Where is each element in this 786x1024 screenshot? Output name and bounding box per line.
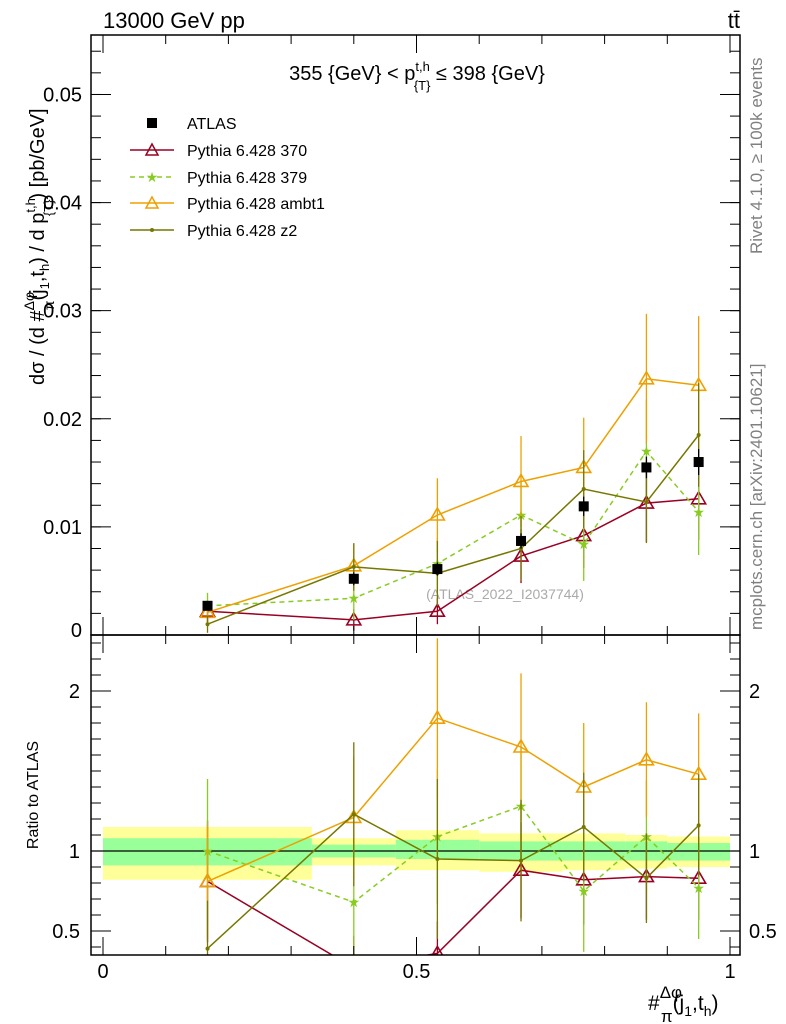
ratio-frame (90, 634, 741, 956)
rivet-version-label: Rivet 4.1.0, ≥ 100k events (747, 58, 766, 254)
chart-title: 355 {GeV} < pt,h {T} ≤ 398 {GeV} (289, 59, 545, 93)
ratio-y-axis-label: Ratio to ATLAS (25, 741, 42, 849)
ratio-marker: ★ (692, 881, 705, 897)
series-marker (345, 611, 363, 626)
ratio-ytick-label-left: 0.5 (52, 921, 80, 943)
ratio-series-2 (199, 638, 708, 938)
legend-label-atlas: ATLAS (187, 116, 237, 133)
legend-label-ambt1: Pythia 6.428 ambt1 (187, 196, 325, 213)
main-ytick-label: 0.01 (43, 517, 82, 539)
process-label: tt̄ (728, 8, 740, 33)
ratio-marker (435, 857, 440, 861)
series-marker: ★ (640, 444, 653, 460)
ratio-marker (638, 751, 655, 766)
series-marker (512, 472, 530, 488)
ratio-marker (431, 944, 444, 955)
ratio-marker (512, 738, 530, 753)
ratio-ytick-label-right: 1 (749, 841, 760, 863)
legend-marker-370 (144, 142, 160, 156)
legend-marker-ambt1 (144, 195, 160, 209)
legend-marker-z2 (150, 228, 154, 232)
legend-marker-379: ★ (146, 170, 159, 186)
x-axis-label: #Δφ π(j1,th) (648, 983, 719, 1024)
series-marker (428, 506, 446, 521)
analysis-watermark: (ATLAS_2022_I2037744) (426, 586, 584, 602)
ratio-ytick-label-right: 0.5 (749, 921, 777, 943)
ratio-marker (519, 858, 524, 863)
legend: ATLAS Pythia 6.428 370 ★ Pythia 6.428 37… (130, 116, 325, 240)
series-line-1 (207, 449, 700, 607)
energy-label: 13000 GeV pp (103, 8, 245, 33)
ratio-xtick-label: 1 (724, 961, 735, 983)
ratio-ytick-label-left: 2 (69, 681, 80, 703)
ratio-marker (428, 709, 446, 724)
series-marker (644, 500, 649, 505)
legend-label-z2: Pythia 6.428 z2 (187, 223, 297, 240)
y-axis-label: dσ / (d #Δφ π(j1,th) / d pt,h {T}) [pb/GeV… (21, 108, 57, 385)
series-marker: ★ (348, 591, 361, 607)
ratio-ytick-label-right: 2 (749, 681, 760, 703)
ratio-xtick-label: 0.5 (403, 961, 431, 983)
main-ytick-label: 0.03 (43, 301, 82, 323)
legend-label-379: Pythia 6.428 379 (187, 170, 307, 187)
ratio-marker (205, 946, 210, 951)
series-marker: ★ (692, 505, 705, 521)
atlas-point (641, 462, 652, 473)
ratio-panel: ★★★★★★★ 0.5 0.51 12 20 0.5 1 Ratio to ATLAS #… (25, 634, 777, 1024)
ratio-marker: ★ (348, 895, 361, 911)
svg-text:dσ / (d #Δφπ(j1,th) / d pt,h{T: dσ / (d #Δφ π(j1,th) / d pt,h {T}) [pb/GeV… (21, 108, 57, 385)
series-marker (351, 564, 356, 569)
ratio-line-0 (207, 869, 699, 955)
atlas-point (348, 573, 359, 584)
atlas-point (432, 564, 443, 575)
main-ytick-label: 0.05 (43, 84, 82, 106)
series-marker (428, 602, 446, 618)
atlas-point (578, 501, 589, 512)
ratio-ytick-label-left: 1 (69, 841, 80, 863)
series-marker (581, 487, 586, 492)
ratio-xtick-label: 0 (97, 961, 108, 983)
series-marker (638, 370, 655, 385)
series-marker: ★ (577, 537, 590, 553)
ratio-marker: ★ (577, 884, 590, 900)
series-marker (205, 622, 210, 627)
main-ytick-label: 0.04 (43, 193, 82, 215)
ratio-marker (696, 823, 701, 828)
series-marker (696, 433, 701, 437)
ratio-marker (581, 825, 586, 829)
atlas-point (202, 600, 213, 611)
ratio-series-3 (205, 742, 701, 955)
main-ytick-label: 0.02 (43, 409, 82, 431)
atlas-point (516, 535, 527, 546)
main-panel: (ATLAS_2022_I2037744) ★★★★★★★ 00.010.020… (21, 34, 741, 642)
atlas-point (693, 457, 704, 468)
ratio-marker (351, 812, 356, 817)
ratio-marker (199, 872, 216, 888)
ratio-marker (644, 876, 649, 881)
legend-marker-atlas (147, 118, 157, 128)
main-ytick-label: 0 (71, 620, 82, 642)
legend-label-370: Pythia 6.428 370 (187, 143, 307, 160)
mcplots-label: mcplots.cern.ch [arXiv:2401.10621] (747, 364, 766, 630)
series-line-2 (207, 377, 699, 614)
